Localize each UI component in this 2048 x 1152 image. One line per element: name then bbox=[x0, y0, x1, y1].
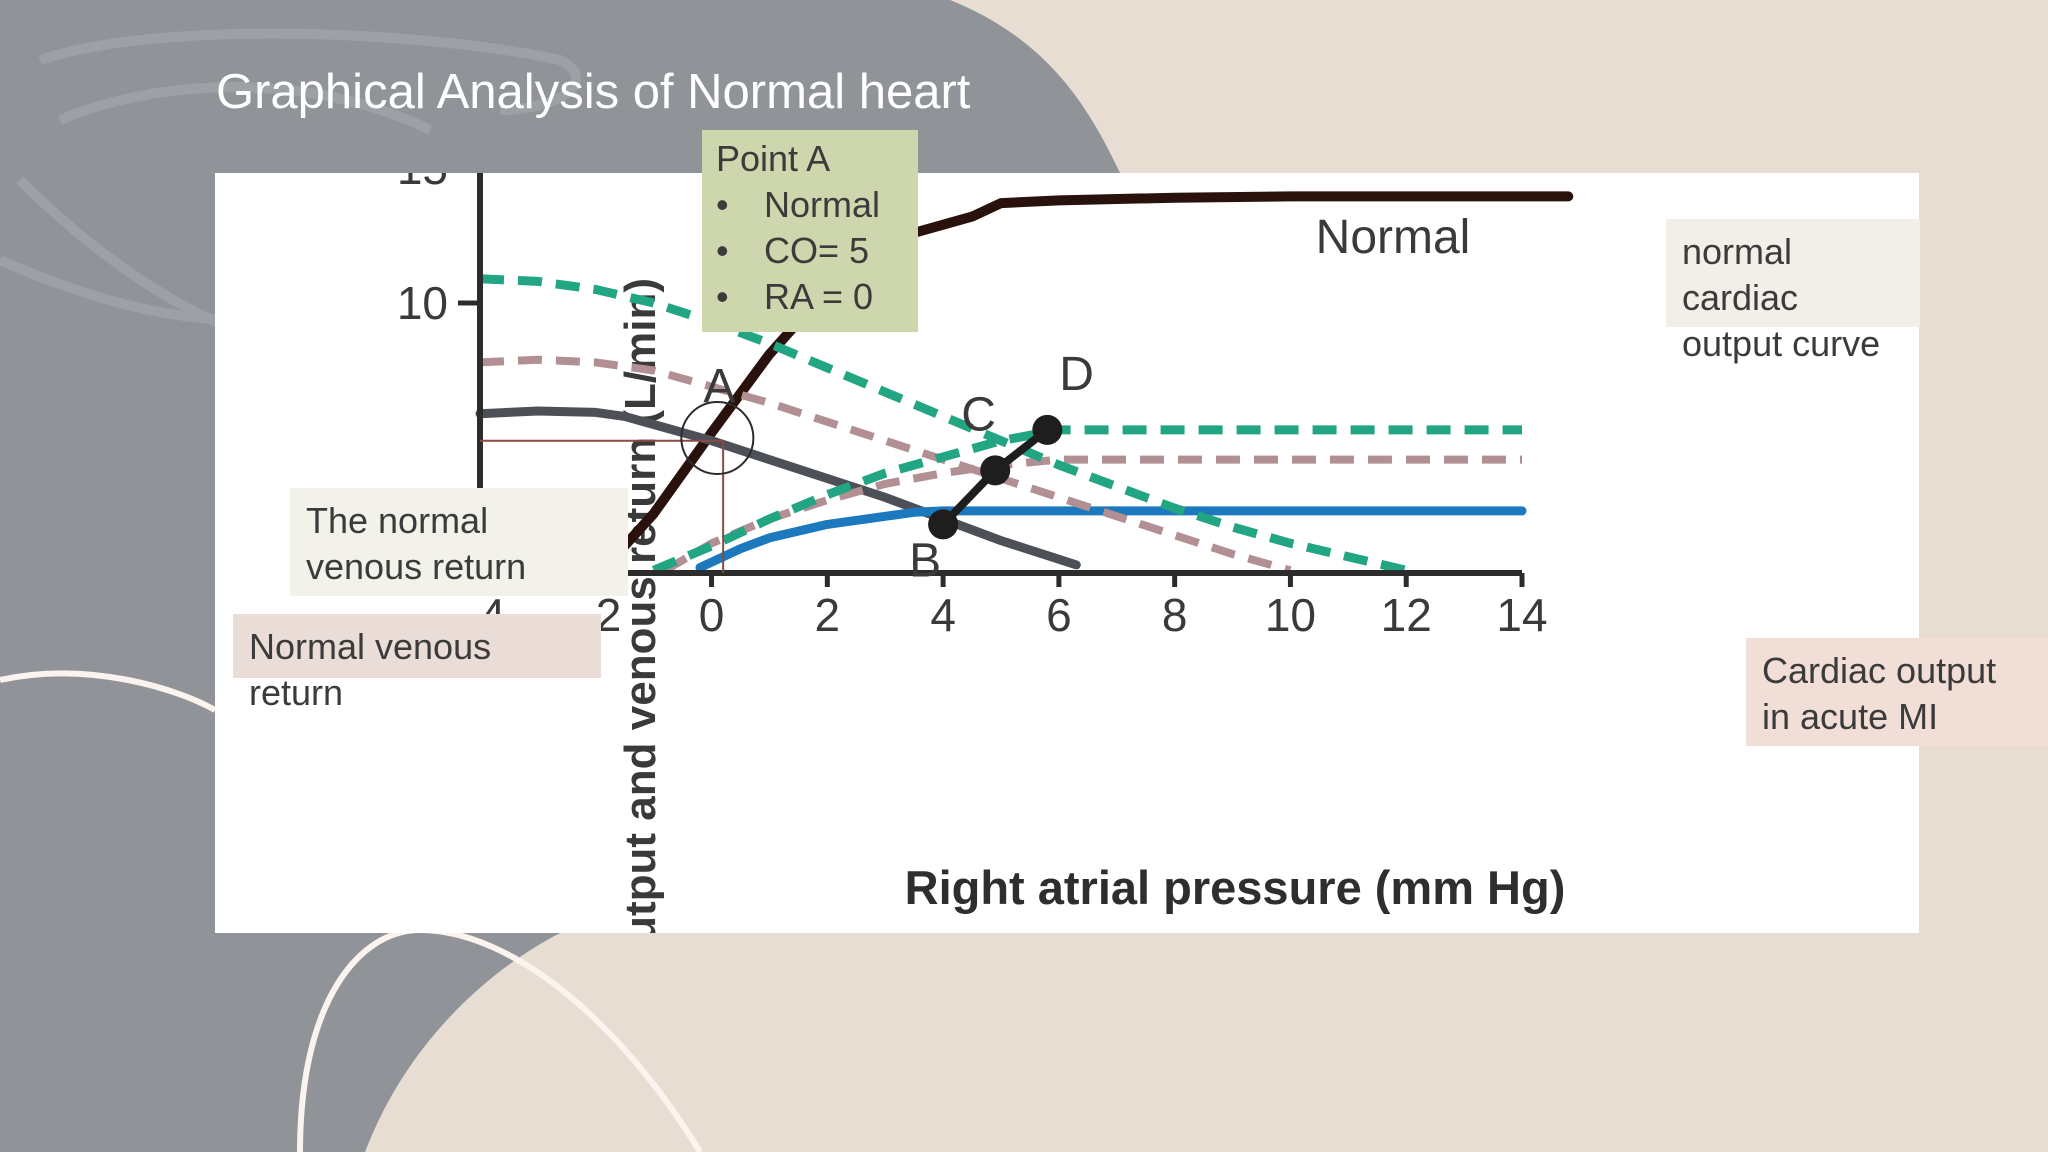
point-a-bullet: • RA = 0 bbox=[716, 276, 874, 317]
series-line-6 bbox=[479, 274, 1408, 575]
point-label-c: C bbox=[961, 388, 996, 441]
point-label-a: A bbox=[703, 360, 735, 413]
x-tick-label: 4 bbox=[930, 589, 956, 641]
x-tick-label: 14 bbox=[1496, 589, 1547, 641]
x-tick-label: 6 bbox=[1046, 589, 1072, 641]
y-axis-label: Cardiac output and venous return (L/min) bbox=[616, 278, 665, 933]
y-tick-label: 10 bbox=[397, 277, 448, 329]
point-marker-d bbox=[1032, 414, 1063, 445]
normal-venous-return-curve-callout: The normal venous return curve bbox=[290, 488, 628, 596]
y-tick-label: 15 bbox=[397, 173, 448, 194]
point-a-bullet: • Normal bbox=[716, 184, 881, 225]
x-tick-label: 10 bbox=[1265, 589, 1316, 641]
series-line-4 bbox=[479, 355, 1292, 575]
y-axis-label-group: Cardiac output and venous return (L/min) bbox=[616, 278, 665, 933]
x-tick-label: 12 bbox=[1381, 589, 1432, 641]
acute-mi-cardiac-output-callout: Cardiac output in acute MI bbox=[1746, 638, 2048, 746]
series-line-7 bbox=[651, 425, 1522, 575]
points-group: A B C D bbox=[480, 348, 1094, 587]
point-label-b: B bbox=[909, 534, 941, 587]
chart-panel: Cardiac output and venous return (L/min)… bbox=[215, 173, 1919, 933]
point-marker-c bbox=[980, 455, 1011, 486]
x-axis-label: Right atrial pressure (mm Hg) bbox=[905, 861, 1566, 914]
point-a-bullet-list: • Normal • CO= 5 • RA = 0 bbox=[716, 182, 904, 320]
slide-title: Graphical Analysis of Normal heart bbox=[216, 65, 971, 119]
normal-venous-return-callout: Normal venous return bbox=[233, 614, 601, 713]
point-a-bullet: • CO= 5 bbox=[716, 230, 870, 271]
point-a-callout: Point A • Normal • CO= 5 • RA = 0 bbox=[702, 130, 918, 332]
x-tick-label: 8 bbox=[1162, 589, 1188, 641]
cream-arc-left bbox=[0, 670, 217, 713]
series-line-5 bbox=[663, 455, 1522, 574]
x-tick-label: 0 bbox=[699, 589, 725, 641]
x-tick-label: 2 bbox=[815, 589, 841, 641]
point-a-circle bbox=[680, 401, 755, 475]
point-marker-b bbox=[928, 509, 959, 540]
series-line-3 bbox=[695, 506, 1527, 573]
point-label-d: D bbox=[1059, 348, 1094, 401]
normal-annotation: Normal bbox=[1316, 211, 1471, 264]
series-line-0 bbox=[602, 191, 1574, 570]
normal-cardiac-output-curve-callout: normal cardiac output curve bbox=[1666, 219, 1920, 364]
point-a-heading: Point A bbox=[716, 138, 831, 179]
chart-svg: Cardiac output and venous return (L/min)… bbox=[397, 173, 1574, 933]
